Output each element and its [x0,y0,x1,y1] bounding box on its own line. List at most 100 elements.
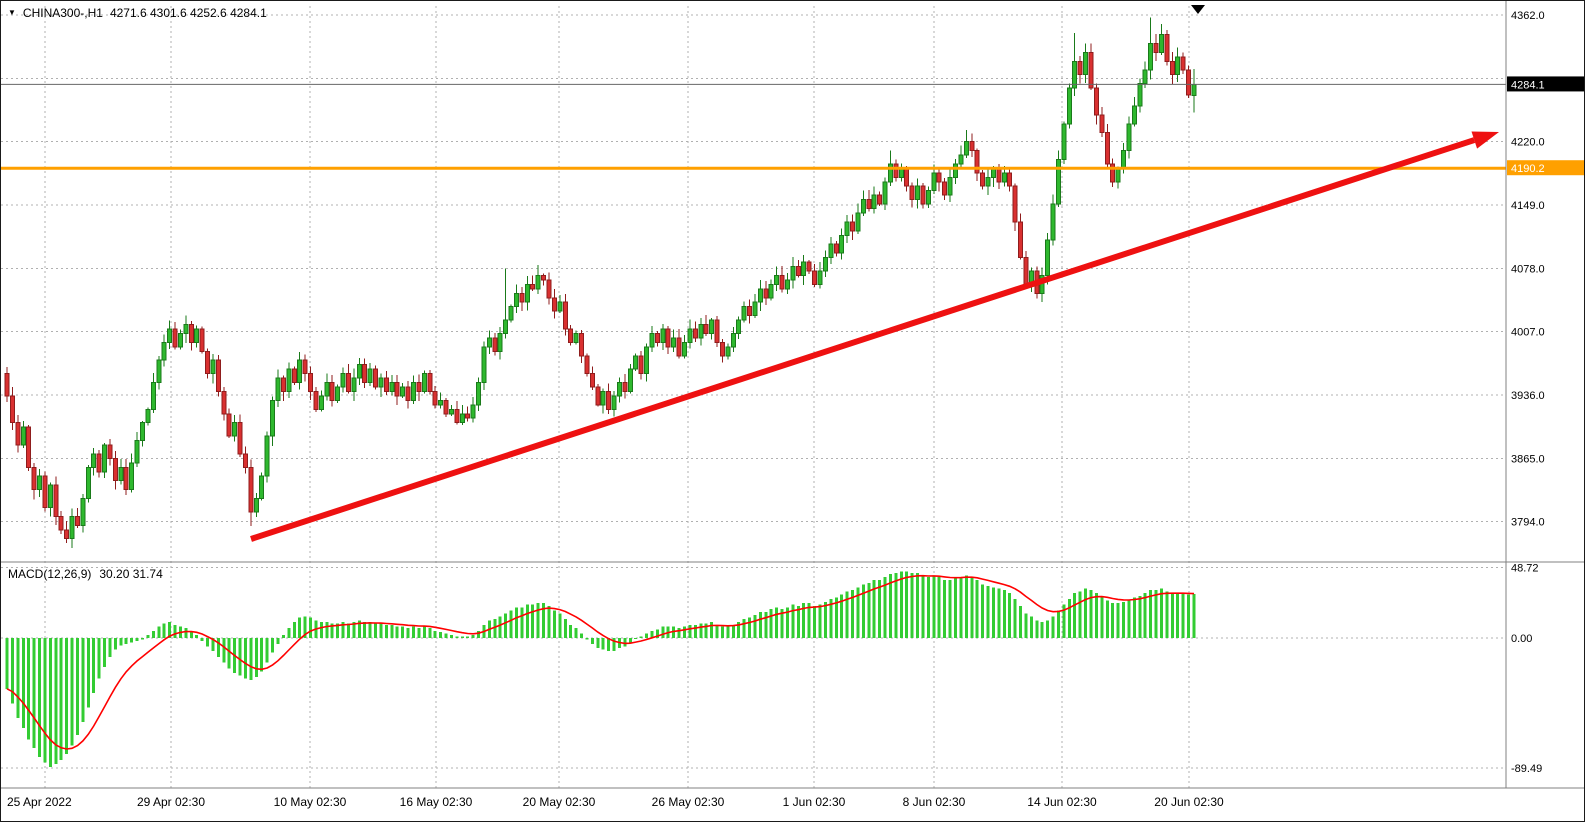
macd-histogram-bar [650,630,654,638]
macd-histogram-bar [894,572,898,638]
candle-body [20,426,26,446]
macd-histogram-bar [677,627,681,638]
macd-histogram-bar [336,623,340,638]
macd-histogram-bar [298,617,302,638]
macd-histogram-bar [1116,603,1120,638]
macd-histogram-bar [254,638,258,678]
macd-histogram-bar [330,623,334,638]
macd-histogram-bar [964,575,968,638]
candle-body [1066,87,1072,125]
macd-histogram-bar [455,636,459,638]
candle-body [747,306,753,317]
candle-body [909,185,915,201]
candle-body [660,328,666,343]
macd-histogram-bar [628,638,632,643]
macd-histogram-bar [103,638,107,667]
macd-histogram-bar [959,577,963,638]
macd-histogram-bar [1138,595,1142,638]
macd-histogram-bar [1019,606,1023,638]
candle-body [1191,83,1197,97]
candle-body [503,319,509,334]
macd-histogram-bar [1187,594,1191,638]
candle-body [26,426,32,468]
candle-body [96,453,102,473]
candle-body [1093,87,1099,116]
macd-histogram-bar [130,638,134,643]
candle-body [627,368,633,392]
candle-body [318,395,324,410]
candle-body [259,475,265,500]
macd-histogram-bar [1100,595,1104,638]
candle-body [541,274,547,281]
macd-histogram-bar [1127,600,1131,638]
price-axis[interactable]: 4362.0 4220.0 4149.0 4078.0 4007.0 3936.0 3865… [1,1,1585,789]
macd-axis-label: -89.49 [1511,763,1542,775]
candle-body [172,328,178,348]
candle-body [448,408,454,415]
candle-body [1077,60,1083,76]
macd-histogram-bar [276,638,280,644]
macd-histogram-bar [590,638,594,644]
macd-histogram-bar [460,636,464,638]
time-axis[interactable]: 25 Apr 2022 29 Apr 02:30 10 May 02:30 16 Ma… [7,795,1224,809]
candle-body [308,373,314,392]
current-price-badge [1507,76,1584,92]
candle-body [513,292,519,308]
candle-body [535,274,541,290]
candle-body [1158,34,1164,53]
macd-histogram-bar [710,622,714,638]
candle-body [855,212,861,232]
candle-body [530,283,536,290]
candle-body [784,279,790,290]
candle-body [324,382,330,397]
macd-histogram-bar [173,624,177,638]
macd-histogram-bar [227,638,231,669]
macd-histogram-bar [1149,590,1153,638]
candle-body [335,386,341,401]
candle-body [145,408,151,424]
candle-body [156,359,162,384]
macd-histogram-bar [1046,620,1050,638]
macd-histogram-bar [406,627,410,638]
macd-histogram-bar [189,632,193,638]
candle-body [302,359,308,375]
candle-body [427,373,433,392]
macd-histogram-bar [81,638,85,723]
candle-body [963,141,969,156]
macd-histogram-bar [542,603,546,638]
macd-histogram-bar [1170,593,1174,638]
orange-level-badge [1507,160,1584,176]
macd-histogram-bar [818,604,822,638]
macd-histogram-bar [75,638,79,736]
time-axis-label: 14 Jun 02:30 [1027,795,1097,809]
candle-body [795,266,801,276]
candle-body [877,194,883,205]
macd-histogram-bar [65,638,69,754]
candle-body [362,364,368,384]
trend-arrow-line[interactable] [250,137,1476,542]
macd-histogram-bar [796,606,800,638]
macd-histogram-bar [585,638,589,640]
macd-histogram-bar [780,609,784,638]
candle-body [839,234,845,254]
candle-body [692,328,698,339]
macd-histogram-bar [59,638,63,760]
candle-body [942,181,948,196]
candle-body [1180,56,1186,71]
macd-histogram-bar [184,627,188,638]
macd-histogram-bar [1040,622,1044,638]
candle-body [42,475,48,508]
candle-body [741,306,747,321]
candle-body [270,399,276,437]
macd-histogram-bar [417,627,421,638]
price-axis-label: 4078.0 [1511,263,1545,275]
candle-body [465,413,471,419]
macd-histogram-bar [926,577,930,638]
candle-body [394,382,400,397]
macd-histogram-bar [840,594,844,638]
candle-body [161,341,167,361]
macd-histogram-bar [813,606,817,638]
macd-histogram-bar [1056,610,1060,638]
macd-histogram-bar [493,619,497,638]
